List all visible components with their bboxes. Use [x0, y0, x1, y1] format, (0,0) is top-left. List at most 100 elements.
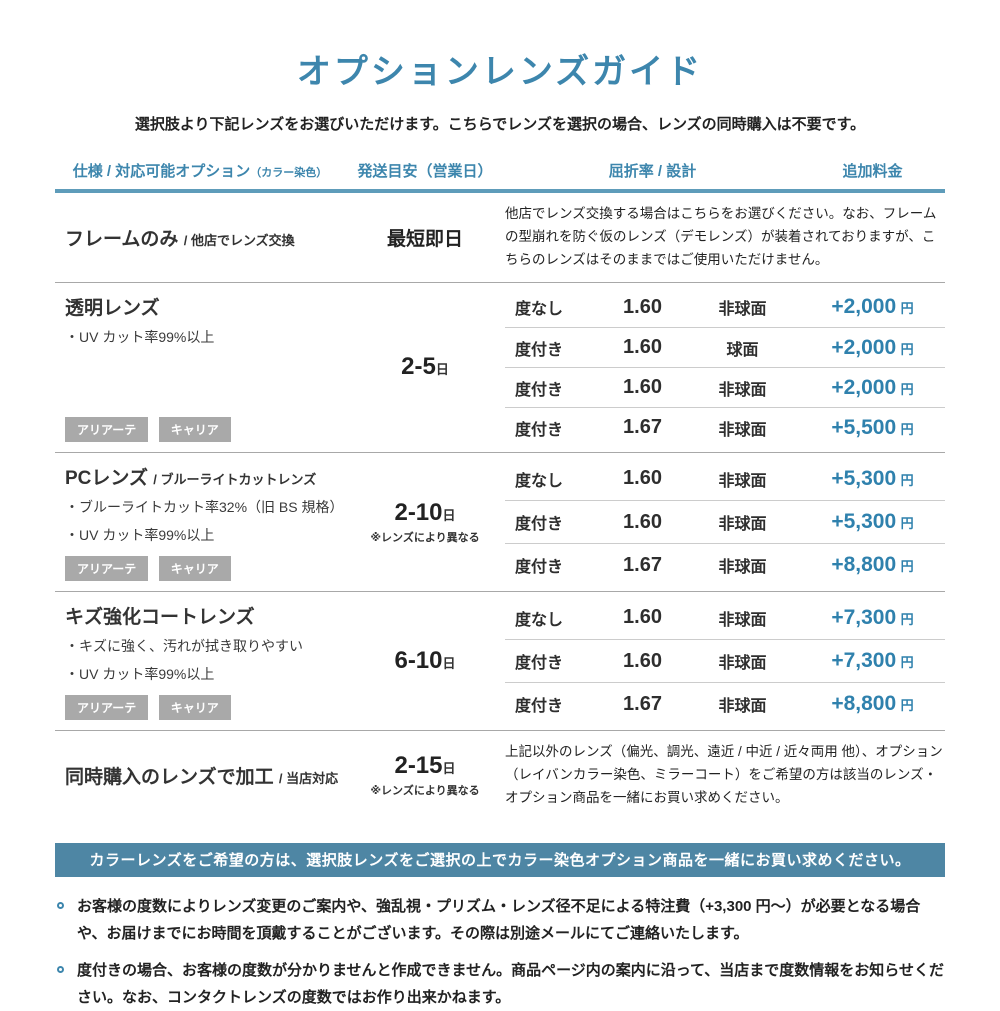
refractive-index: 1.60 — [623, 649, 662, 672]
refractive-index: 1.60 — [623, 467, 662, 490]
section-clear-lens: 透明レンズ ・UV カット率99%以上 アリアーテ キャリア 2-5日 度なし … — [55, 281, 945, 452]
power-type: 度付き — [515, 421, 564, 439]
refractive-index: 1.60 — [623, 510, 662, 533]
price-value: +8,800 — [831, 692, 897, 716]
note-item: お客様の度数によりレンズ変更のご案内や、強乱視・プリズム・レンズ径不足による特注… — [55, 893, 945, 947]
column-header-price: 追加料金 — [842, 163, 903, 180]
column-header-spec-label: 仕様 / 対応可能オプション — [72, 163, 251, 180]
lens-design: 非球面 — [718, 516, 767, 534]
spec-bullet: ・UV カット率99%以上 — [65, 526, 215, 543]
power-type: 度なし — [515, 301, 564, 319]
spec-cell: PCレンズ / ブルーライトカットレンズ ・ブルーライトカット率32%（旧 BS… — [55, 453, 345, 591]
circle-bullet-icon — [57, 901, 64, 909]
lens-rows: 度なし 1.60 非球面 +2,000 円 度付き 1.60 球面 +2,000… — [505, 283, 945, 452]
section-name: フレームのみ — [65, 228, 179, 250]
power-type: 度なし — [515, 472, 564, 490]
lens-rows: 度なし 1.60 非球面 +7,300 円 度付き 1.60 非球面 +7,30… — [505, 592, 945, 730]
page-title: オプションレンズガイド — [296, 53, 704, 91]
refractive-index: 1.60 — [623, 295, 662, 318]
refractive-index: 1.67 — [623, 692, 662, 715]
section-title: フレームのみ / 他店でレンズ交換 — [65, 224, 345, 251]
section-title: 同時購入のレンズで加工 / 当店対応 — [65, 762, 345, 789]
badge-ariarte: アリアーテ — [65, 694, 149, 720]
power-type: 度付き — [515, 655, 564, 673]
refractive-index: 1.60 — [623, 606, 662, 629]
shipping-note: ※レンズにより異なる — [370, 785, 480, 798]
lens-option-row: 度なし 1.60 非球面 +5,300 円 — [505, 457, 945, 500]
section-name: 同時購入のレンズで加工 — [65, 766, 274, 788]
section-title: 透明レンズ — [65, 297, 160, 319]
price-value: +5,500 — [831, 415, 897, 439]
price-value: +7,300 — [831, 605, 897, 629]
shipping-cell: 2-5日 — [345, 353, 505, 381]
lens-rows: 度なし 1.60 非球面 +5,300 円 度付き 1.60 非球面 +5,30… — [505, 453, 945, 591]
power-type: 度付き — [515, 516, 564, 534]
lens-option-row: 度付き 1.67 非球面 +8,800 円 — [505, 543, 945, 586]
lens-design: 非球面 — [718, 421, 767, 439]
price-value: +2,000 — [831, 375, 897, 399]
spec-bullet: ・キズに強く、汚れが拭き取りやすい — [65, 637, 303, 654]
note-text: 度付きの場合、お客様の度数が分かりませんと作成できません。商品ページ内の案内に沿… — [77, 961, 945, 1006]
price-value: +2,000 — [831, 295, 897, 319]
header-double-rule — [55, 189, 945, 193]
price-unit: 円 — [900, 611, 914, 627]
shipping-value: 最短即日 — [386, 228, 463, 250]
shipping-unit: 日 — [442, 761, 456, 777]
section-note: 上記以外のレンズ（偏光、調光、遠近 / 中近 / 近々両用 他）、オプション（レ… — [505, 743, 943, 805]
section-pc-lens: PCレンズ / ブルーライトカットレンズ ・ブルーライトカット率32%（旧 BS… — [55, 451, 945, 591]
section-name: PCレンズ — [65, 467, 149, 489]
spec-cell: 透明レンズ ・UV カット率99%以上 アリアーテ キャリア — [55, 283, 345, 452]
spec-cell: フレームのみ / 他店でレンズ交換 — [55, 214, 345, 261]
section-note: 他店でレンズ交換する場合はこちらをお選びください。なお、フレームの型崩れを防ぐ仮… — [505, 206, 937, 267]
spec-bullet: ・UV カット率99%以上 — [65, 665, 215, 682]
column-header-spec: 仕様 / 対応可能オプション（カラー染色） — [55, 160, 345, 181]
note-text: お客様の度数によりレンズ変更のご案内や、強乱視・プリズム・レンズ径不足による特注… — [77, 897, 921, 942]
lens-design: 非球面 — [718, 301, 767, 319]
badge-ariarte: アリアーテ — [65, 416, 149, 442]
section-suffix: / 当店対応 — [278, 770, 339, 786]
spec-text: 透明レンズ ・UV カット率99%以上 — [65, 293, 345, 348]
section-title: キズ強化コートレンズ — [65, 606, 255, 628]
additional-price: +2,000 円 — [800, 376, 945, 400]
lens-option-row: 度付き 1.60 球面 +2,000 円 — [505, 327, 945, 367]
shipping-unit: 日 — [442, 507, 456, 523]
additional-price: +7,300 円 — [800, 606, 945, 630]
lens-option-row: 度付き 1.67 非球面 +8,800 円 — [505, 682, 945, 725]
lens-design: 非球面 — [718, 698, 767, 716]
price-unit: 円 — [900, 516, 914, 532]
footer-notes: お客様の度数によりレンズ変更のご案内や、強乱視・プリズム・レンズ径不足による特注… — [55, 893, 945, 1011]
badge-carrier: キャリア — [158, 416, 231, 442]
price-value: +5,300 — [831, 510, 897, 534]
lens-design: 非球面 — [718, 381, 767, 399]
additional-price: +5,300 円 — [800, 510, 945, 534]
lens-design: 非球面 — [718, 472, 767, 490]
shipping-unit: 日 — [435, 362, 449, 378]
page-subtitle: 選択肢より下記レンズをお選びいただけます。こちらでレンズを選択の場合、レンズの同… — [134, 116, 866, 133]
column-header-right-group: 屈折率 / 設計 追加料金 — [505, 160, 945, 181]
lens-option-row: 度なし 1.60 非球面 +7,300 円 — [505, 596, 945, 639]
lens-design: 非球面 — [718, 655, 767, 673]
price-value: +2,000 — [831, 335, 897, 359]
shipping-cell: 2-15日 ※レンズにより異なる — [345, 752, 505, 798]
shipping-unit: 日 — [442, 655, 456, 671]
price-value: +8,800 — [831, 553, 897, 577]
shipping-cell: 2-10日 ※レンズにより異なる — [345, 499, 505, 545]
color-lens-banner: カラーレンズをご希望の方は、選択肢レンズをご選択の上でカラー染色オプション商品を… — [55, 842, 945, 877]
shipping-value: 2-10 — [394, 498, 443, 526]
price-value: +5,300 — [831, 466, 897, 490]
shipping-cell: 最短即日 — [345, 224, 505, 251]
section-simultaneous-purchase: 同時購入のレンズで加工 / 当店対応 2-15日 ※レンズにより異なる 上記以外… — [55, 729, 945, 820]
shipping-note: ※レンズにより異なる — [370, 531, 480, 544]
additional-price: +8,800 円 — [800, 553, 945, 577]
shipping-value: 2-5 — [401, 353, 436, 381]
additional-price: +5,500 円 — [800, 416, 945, 440]
power-type: 度付き — [515, 698, 564, 716]
lens-option-row: 度付き 1.60 非球面 +2,000 円 — [505, 367, 945, 407]
section-scratch-coat-lens: キズ強化コートレンズ ・キズに強く、汚れが拭き取りやすい ・UV カット率99%… — [55, 590, 945, 730]
price-unit: 円 — [900, 381, 914, 397]
badge-list: アリアーテ キャリア — [65, 409, 345, 442]
power-type: 度付き — [515, 559, 564, 577]
spec-bullet: ・UV カット率99%以上 — [65, 328, 215, 345]
refractive-index: 1.60 — [623, 336, 662, 359]
